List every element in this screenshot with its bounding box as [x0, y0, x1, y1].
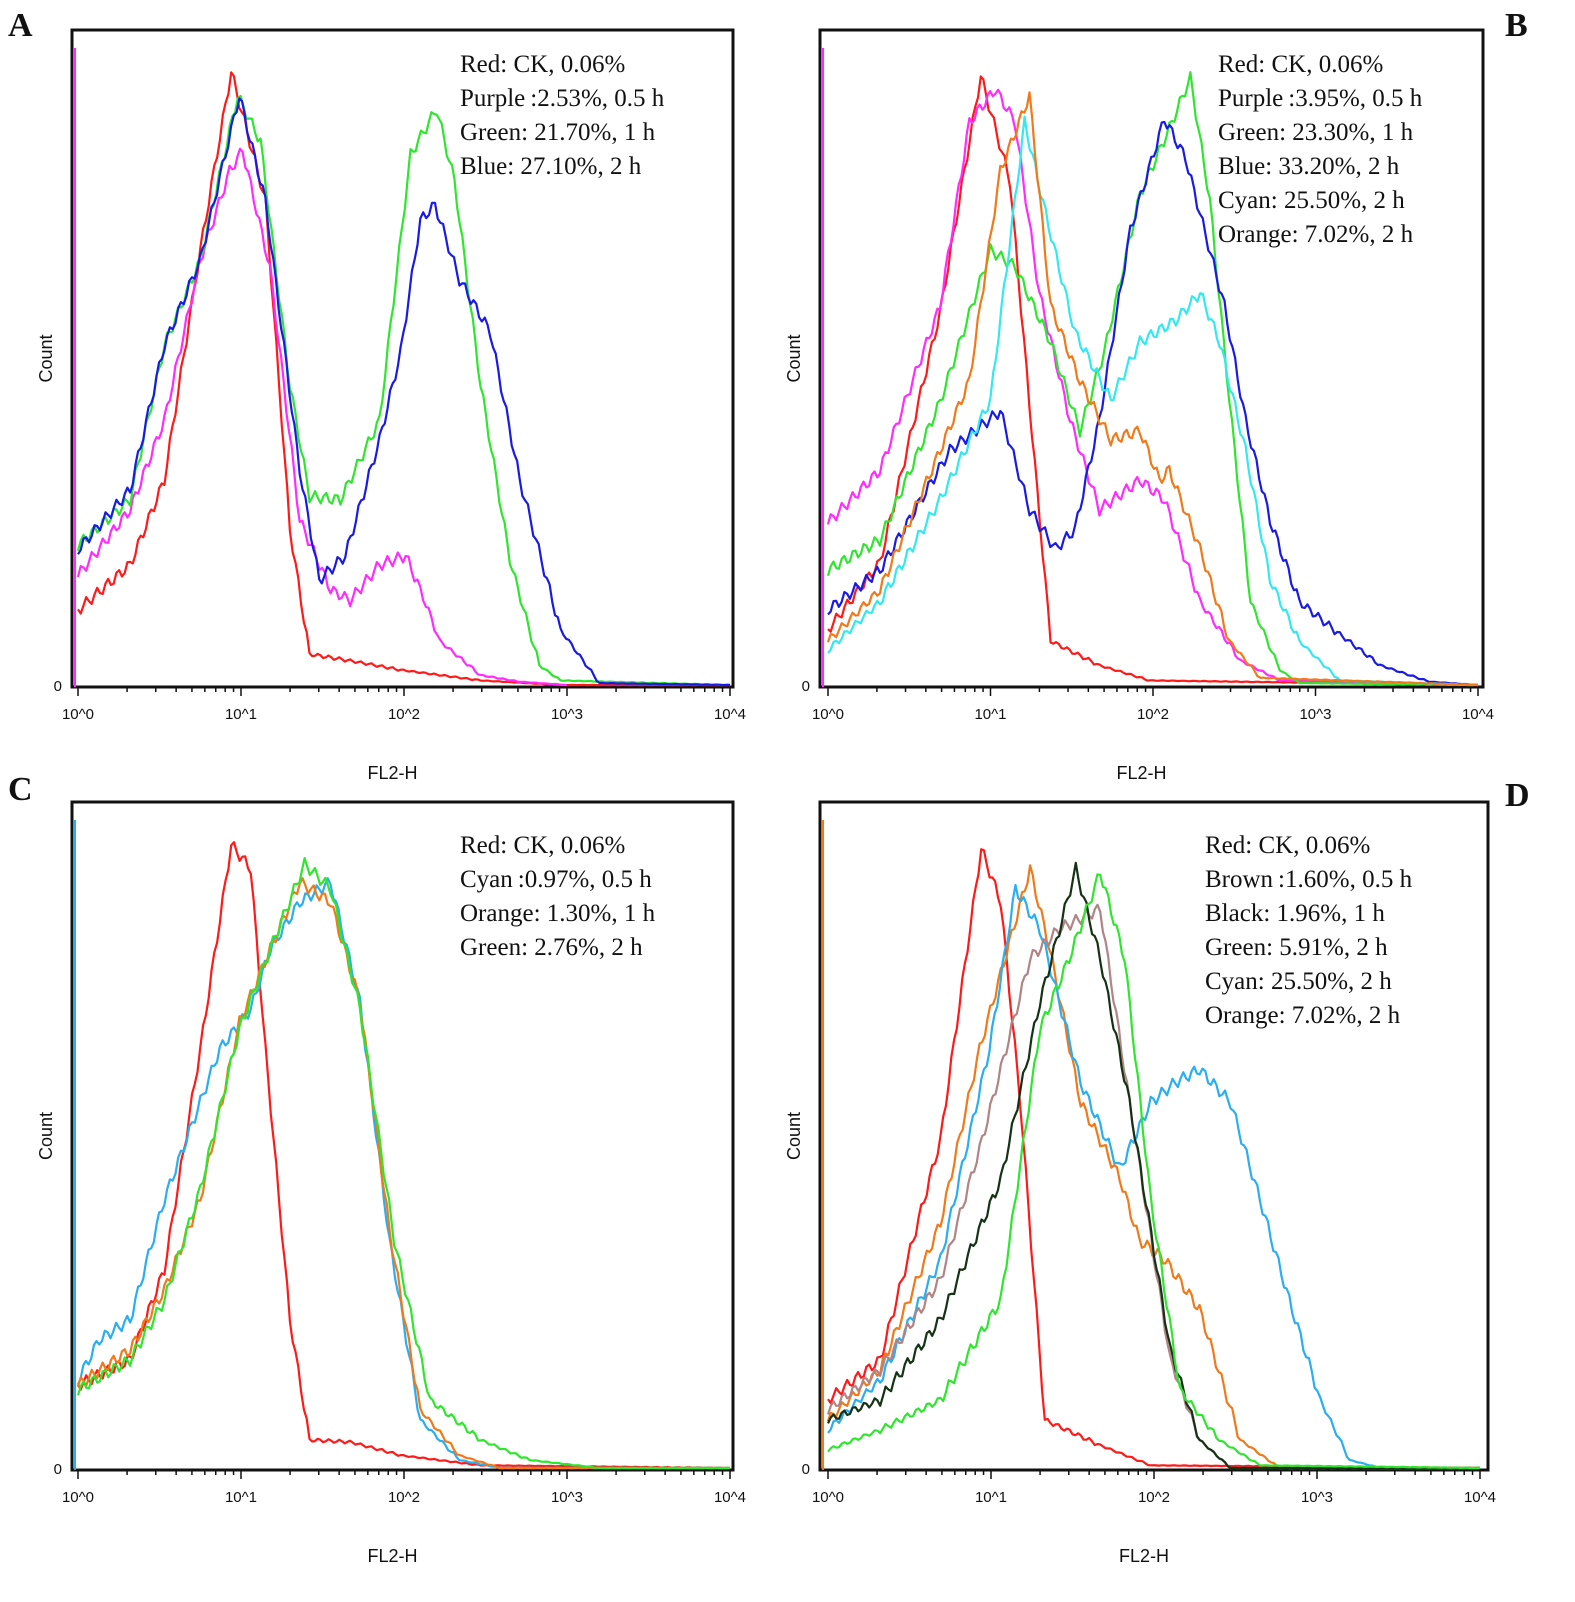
series-purple — [76, 147, 568, 687]
x-axis-label: FL2-H — [367, 763, 417, 783]
x-tick-label: 10^1 — [974, 706, 1006, 723]
series-red — [77, 71, 731, 687]
series-green — [76, 94, 731, 687]
legend-entry: Brown :1.60%, 0.5 h — [1205, 866, 1413, 893]
series-black — [827, 861, 1481, 1470]
legend-entry: Cyan: 25.50%, 2 h — [1205, 968, 1392, 995]
plot-frame — [70, 28, 735, 689]
panel-b: B 10^0 10^1 10^2 10^3 10^4 0 FL2-H Count Red: CK,… — [784, 7, 1528, 783]
x-tick-label: 10^0 — [812, 706, 844, 723]
series-orange — [826, 91, 1479, 687]
x-tick-label: 10^4 — [714, 1489, 746, 1506]
x-axis-label: FL2-H — [1119, 1546, 1169, 1566]
x-axis-label: FL2-H — [367, 1546, 417, 1566]
x-tick-label: 10^2 — [1138, 1489, 1170, 1506]
series-green — [826, 71, 1479, 687]
y-axis-label: Count — [784, 334, 804, 382]
legend-entry: Blue: 27.10%, 2 h — [460, 153, 642, 180]
y-tick-label: 0 — [802, 678, 810, 695]
y-tick-label: 0 — [54, 678, 62, 695]
x-tick-label: 10^4 — [1464, 1489, 1496, 1506]
panel-letter: C — [8, 771, 33, 808]
panel-c: C 10^0 10^1 10^2 10^3 10^4 0 FL2-H Count Red: CK,… — [8, 771, 746, 1566]
legend-entry: Purple :2.53%, 0.5 h — [460, 85, 665, 112]
plot-frame — [818, 28, 1485, 689]
legend-entry: Green: 5.91%, 2 h — [1205, 934, 1388, 961]
x-tick-label: 10^1 — [975, 1489, 1007, 1506]
x-tick-label: 10^0 — [62, 1489, 94, 1506]
legend-entry: Orange: 7.02%, 2 h — [1205, 1002, 1401, 1029]
legend-entry: Black: 1.96%, 1 h — [1205, 900, 1385, 927]
x-axis-label: FL2-H — [1116, 763, 1166, 783]
series-green — [827, 873, 1481, 1470]
x-tick-label: 10^3 — [551, 706, 583, 723]
x-tick-label: 10^0 — [62, 706, 94, 723]
y-axis-label: Count — [784, 1112, 804, 1160]
x-tick-label: 10^1 — [225, 706, 257, 723]
legend-entry: Blue: 33.20%, 2 h — [1218, 153, 1400, 180]
legend-entry: Red: CK, 0.06% — [1205, 832, 1370, 859]
legend-entry: Green: 23.30%, 1 h — [1218, 119, 1414, 146]
plot-frame — [818, 800, 1490, 1472]
x-tick-label: 10^1 — [225, 1489, 257, 1506]
legend-entry: Green: 2.76%, 2 h — [460, 934, 643, 961]
legend-entry: Cyan: 25.50%, 2 h — [1218, 187, 1405, 214]
legend-entry: Orange: 7.02%, 2 h — [1218, 221, 1414, 248]
x-tick-label: 10^2 — [388, 706, 420, 723]
legend-entry: Red: CK, 0.06% — [1218, 51, 1383, 78]
x-tick-label: 10^2 — [1137, 706, 1169, 723]
legend-entry: Cyan :0.97%, 0.5 h — [460, 866, 652, 893]
x-tick-label: 10^4 — [1462, 706, 1494, 723]
y-tick-label: 0 — [54, 1461, 62, 1478]
x-tick-label: 10^3 — [551, 1489, 583, 1506]
panel-letter: B — [1505, 7, 1528, 44]
series-blue — [77, 97, 731, 687]
series-cyan — [76, 877, 731, 1470]
x-tick-label: 10^3 — [1301, 1489, 1333, 1506]
legend-entry: Red: CK, 0.06% — [460, 51, 625, 78]
panel-letter: D — [1505, 777, 1530, 814]
panel-letter: A — [8, 7, 33, 44]
legend-entry: Green: 21.70%, 1 h — [460, 119, 656, 146]
y-axis-label: Count — [36, 1112, 56, 1160]
plot-frame — [70, 800, 735, 1472]
x-tick-label: 10^2 — [388, 1489, 420, 1506]
legend-entry: Purple :3.95%, 0.5 h — [1218, 85, 1423, 112]
x-tick-label: 10^4 — [714, 706, 746, 723]
y-axis-label: Count — [36, 334, 56, 382]
x-tick-label: 10^0 — [812, 1489, 844, 1506]
panel-a: A 10^0 10^1 10^2 10^3 10^4 0 FL2-H Count Red: CK,… — [8, 7, 746, 783]
legend-entry: Red: CK, 0.06% — [460, 832, 625, 859]
panel-d: D 10^0 10^1 10^2 10^3 10^4 0 FL2-H Count Red: CK,… — [784, 777, 1530, 1566]
y-tick-label: 0 — [802, 1461, 810, 1478]
x-tick-label: 10^3 — [1299, 706, 1331, 723]
series-green — [76, 857, 731, 1470]
series-blue — [827, 120, 1479, 687]
legend-entry: Orange: 1.30%, 1 h — [460, 900, 656, 927]
